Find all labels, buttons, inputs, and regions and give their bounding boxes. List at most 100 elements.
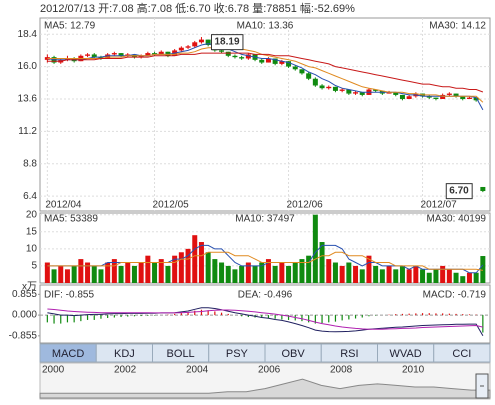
y-tick-label: 15 [26,226,38,237]
legend-entry: MA10: 13.36 [237,21,294,32]
tab-label[interactable]: PSY [226,348,249,360]
macd-bar [141,315,142,316]
volume-bar [72,266,77,283]
volume-bar [286,266,291,283]
volume-bar [407,269,412,283]
macd-bar [67,315,68,322]
macd-bar [60,315,61,323]
volume-bar [447,269,452,283]
macd-bar [120,315,121,317]
legend-entry: MACD: -0.719 [423,290,487,301]
year-label: 2008 [330,365,353,376]
macd-bar [127,315,128,316]
tab-label[interactable]: BOLL [167,348,195,360]
volume-bar [420,269,425,283]
legend-entry: MA5: 12.79 [44,21,96,32]
candle-body [293,67,298,70]
macd-bar [114,315,115,317]
volume-bar [380,269,385,283]
macd-bar [422,313,423,315]
candle-body [480,187,485,191]
candle-body [219,50,224,51]
volume-bar [387,266,392,283]
legend-entry: MA30: 40199 [427,214,487,225]
candle-body [232,56,237,57]
volume-bar [427,273,432,283]
y-tick-label: 0.000 [12,310,37,321]
legend-entry: MA30: 14.12 [429,21,486,32]
tab-label[interactable]: OBV [282,348,306,360]
y-tick-label: 5 [31,261,37,272]
candle-body [179,48,184,51]
volume-bar [440,266,445,283]
macd-bar [462,314,463,315]
macd-bar [228,314,229,315]
volume-bar [333,263,338,283]
tab-label[interactable]: MACD [52,348,84,360]
volume-bar [400,266,405,283]
legend-entry: DIF: -0.855 [44,290,94,301]
macd-bar [395,314,396,315]
macd-bar [455,314,456,315]
legend-entry: MA10: 37497 [235,214,295,225]
price-annotation: 6.70 [449,186,469,197]
volume-bar [474,273,479,283]
volume-bar [212,259,217,283]
macd-bar [47,315,48,322]
candle-body [447,94,452,95]
x-tick-label: 2012/04 [45,200,82,211]
macd-bar [94,315,95,320]
candle-body [199,40,204,43]
volume-bar [460,276,465,283]
candle-body [112,53,117,54]
volume-bar [139,263,144,283]
candle-body [326,87,331,88]
volume-bar [125,263,130,283]
volume-bar [253,266,258,283]
macd-bar [442,313,443,315]
volume-bar [145,256,150,283]
macd-bar [281,315,282,319]
candle-body [186,46,191,47]
volume-bar [393,269,398,283]
macd-bar [241,315,242,316]
candle-body [340,90,345,91]
x-tick-label: 2012/05 [153,200,190,211]
tab-label[interactable]: CCI [452,348,471,360]
y-tick-label: 16.0 [18,61,38,72]
volume-bar [165,266,170,283]
volume-bar [467,273,472,283]
candle-body [313,79,318,86]
x-tick-label: 2012/07 [421,200,458,211]
macd-bar [328,315,329,322]
volume-bar [219,263,224,283]
volume-bar [192,235,197,283]
y-tick-label: 8.8 [23,158,37,169]
macd-bar [53,315,54,323]
macd-bar [107,315,108,318]
y-tick-label: 11.2 [18,126,37,137]
macd-bar [415,313,416,315]
macd-bar [100,315,101,319]
year-label: 2002 [114,365,137,376]
volume-bar [239,266,244,283]
macd-bar [321,315,322,323]
macd-bar [181,313,182,315]
year-label: 2006 [258,365,281,376]
macd-bar [275,315,276,319]
price-annotation: 18.19 [214,37,239,48]
tab-label[interactable]: KDJ [114,348,135,360]
tab-label[interactable]: RSI [340,348,358,360]
macd-bar [362,315,363,317]
tab-label[interactable]: WVAD [390,348,422,360]
macd-bar [87,315,88,320]
macd-bar [201,310,202,315]
macd-bar [482,315,483,332]
volume-bar [52,269,57,283]
volume-bar [273,266,278,283]
volume-bar [65,269,70,283]
macd-bar [429,313,430,315]
macd-bar [335,315,336,322]
y-tick-label: 0.855 [12,289,37,300]
macd-bar [449,314,450,315]
